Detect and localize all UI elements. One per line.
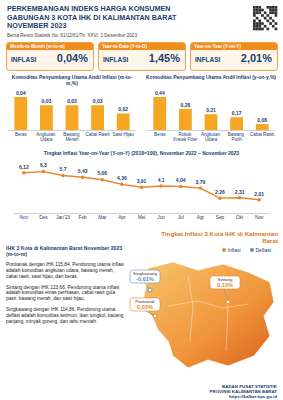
- svg-text:-0,01%: -0,01%: [136, 276, 154, 282]
- svg-text:Sep: Sep: [216, 215, 225, 220]
- svg-text:0,21: 0,21: [206, 107, 216, 113]
- svg-text:5,43: 5,43: [78, 168, 88, 174]
- svg-text:0,03%: 0,03%: [137, 304, 153, 310]
- svg-text:Mar: Mar: [98, 215, 107, 220]
- svg-text:0,44: 0,44: [155, 90, 165, 96]
- html-text:BADAN PUSAT STATISTIK: BADAN PUSAT STATISTIK: [222, 384, 277, 389]
- html-text:0,04%: 0,04%: [56, 52, 88, 64]
- svg-text:2,01: 2,01: [254, 191, 264, 197]
- svg-text:Okt: Okt: [236, 215, 244, 220]
- svg-text:Des: Des: [39, 215, 48, 220]
- svg-text:0,08: 0,08: [257, 117, 267, 123]
- svg-text:Sintang: Sintang: [217, 277, 233, 283]
- svg-text:Jun: Jun: [157, 215, 165, 220]
- svg-text:Jul: Jul: [178, 215, 184, 220]
- svg-text:Agt: Agt: [197, 215, 205, 220]
- svg-text:Nov: Nov: [255, 215, 264, 220]
- svg-text:5,7: 5,7: [60, 166, 67, 172]
- svg-text:0,03: 0,03: [93, 98, 103, 104]
- html-text:INFLASI: INFLASI: [103, 56, 129, 63]
- svg-text:Singkawang: Singkawang: [133, 271, 157, 277]
- svg-text:0,17: 0,17: [232, 110, 242, 116]
- html-text:Pontianak dengan IHK 115,84. P: Pontianak dengan IHK 115,84. Pendorong u…: [6, 261, 125, 279]
- svg-text:3,91: 3,91: [137, 178, 147, 184]
- svg-text:Inflasi: Inflasi: [228, 247, 241, 253]
- svg-text:Bawang: Bawang: [227, 132, 246, 138]
- svg-text:Cabai Rawit: Cabai Rawit: [85, 132, 110, 137]
- svg-text:0,04: 0,04: [16, 90, 26, 96]
- svg-text:Merah: Merah: [66, 137, 79, 142]
- svg-text:Putih: Putih: [231, 137, 242, 142]
- html-text:INFLASI: INFLASI: [195, 56, 221, 63]
- html-text:Berita Resmi Statistik No. 61/: Berita Resmi Statistik No. 61/12/61/Th. …: [7, 33, 137, 38]
- svg-text:4,1: 4,1: [158, 177, 165, 183]
- svg-text:Beras: Beras: [154, 132, 167, 137]
- svg-text:Udara: Udara: [205, 137, 218, 142]
- html-text:Month-to-Month (m-to-m): Month-to-Month (m-to-m): [10, 44, 65, 49]
- svg-text:Feb: Feb: [79, 215, 88, 220]
- html-text:INFLASI: INFLASI: [11, 56, 37, 63]
- html-text:PERKEMBANGAN INDEKS HARGA KONS: PERKEMBANGAN INDEKS HARGA KONSUMEN: [7, 4, 171, 13]
- svg-text:2,31: 2,31: [235, 189, 245, 195]
- svg-text:5,06: 5,06: [97, 170, 107, 176]
- html-text:Sintang dengan IHK 123,66. Pen: Sintang dengan IHK 123,66. Pendorong uta…: [6, 284, 120, 302]
- svg-text:Pontianak: Pontianak: [135, 299, 155, 305]
- html-text:Singkawang dengan IHK 114,86.: Singkawang dengan IHK 114,86. Pendorong …: [6, 307, 124, 325]
- svg-text:Angkutan: Angkutan: [200, 132, 222, 138]
- svg-text:0,03: 0,03: [42, 98, 52, 104]
- svg-text:Sawi Hijau: Sawi Hijau: [113, 132, 135, 137]
- svg-text:3,79: 3,79: [195, 179, 205, 185]
- svg-text:0,13%: 0,13%: [217, 282, 233, 288]
- html-text:Year-to-Date (Y-to-D): Year-to-Date (Y-to-D): [102, 44, 147, 49]
- svg-text:4,36: 4,36: [117, 175, 127, 181]
- html-text:Tingkat Inflasi 3 Kota IHK di: Tingkat Inflasi 3 Kota IHK di Kalimantan…: [161, 230, 278, 245]
- svg-text:0,28: 0,28: [181, 102, 191, 108]
- html-text:https://kalbar.bps.go.id: https://kalbar.bps.go.id: [228, 394, 277, 400]
- svg-text:Kretek Filter: Kretek Filter: [173, 137, 198, 142]
- svg-text:Apr: Apr: [118, 215, 126, 220]
- svg-text:6,3: 6,3: [40, 162, 47, 168]
- svg-text:Mei: Mei: [138, 215, 146, 220]
- svg-text:2,26: 2,26: [215, 189, 225, 195]
- html-text:GABUNGAN 3 KOTA IHK DI KALIMAN: GABUNGAN 3 KOTA IHK DI KALIMANTAN BARAT: [7, 12, 177, 22]
- svg-text:4,04: 4,04: [176, 177, 186, 183]
- html-text:NOVEMBER 2023: NOVEMBER 2023: [7, 21, 67, 31]
- svg-text:0,03: 0,03: [67, 98, 77, 104]
- html-text:IHK 3 Kota di Kalimantan Barat: IHK 3 Kota di Kalimantan Barat November …: [6, 245, 123, 257]
- svg-text:Beras: Beras: [15, 132, 28, 137]
- svg-text:0,02: 0,02: [118, 106, 128, 112]
- svg-text:Nov: Nov: [20, 215, 29, 220]
- html-text:Komoditas Penyumbang Utama And: Komoditas Penyumbang Utama Andil Inflasi…: [146, 74, 276, 80]
- svg-text:Cabai Rawit: Cabai Rawit: [250, 132, 275, 137]
- svg-text:Jan'23: Jan'23: [56, 215, 70, 220]
- html-text:1,45%: 1,45%: [148, 52, 180, 64]
- svg-text:Bawang: Bawang: [63, 132, 81, 138]
- svg-text:Angkutan: Angkutan: [36, 132, 57, 138]
- svg-text:Deflasi: Deflasi: [256, 247, 271, 253]
- html-text:Komoditas Penyumbang Utama And: Komoditas Penyumbang Utama Andil Inflasi…: [11, 74, 133, 86]
- html-text:Year-on-Year (Y-on-Y): Year-on-Year (Y-on-Y): [194, 44, 241, 49]
- svg-text:6,12: 6,12: [19, 164, 29, 170]
- svg-text:Udara: Udara: [40, 137, 53, 142]
- html-text:PROVINSI KALIMANTAN BARAT: PROVINSI KALIMANTAN BARAT: [209, 389, 277, 395]
- html-text:Tingkat Inflasi Year-on-Year (: Tingkat Inflasi Year-on-Year (Y-on-Y) (2…: [43, 150, 240, 156]
- svg-text:Rokok: Rokok: [178, 132, 193, 138]
- html-text:2,01%: 2,01%: [240, 52, 272, 64]
